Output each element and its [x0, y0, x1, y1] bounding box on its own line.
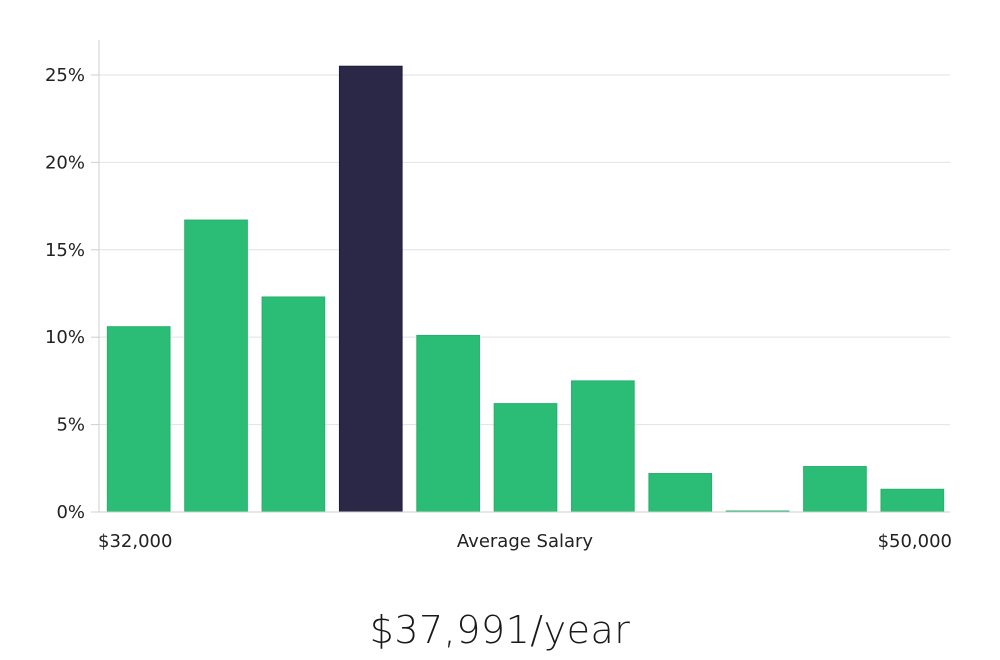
bar — [880, 488, 945, 513]
bar — [261, 296, 326, 513]
y-tick-label: 0% — [56, 502, 85, 523]
x-range-min-label: $32,000 — [98, 531, 172, 552]
bar — [493, 403, 558, 513]
y-axis-ticks: 0% 5% 10% 15% 20% 25% — [45, 65, 99, 523]
bar — [106, 326, 171, 513]
bar — [184, 219, 248, 513]
bar — [648, 473, 713, 513]
bars — [106, 65, 945, 513]
y-tick-label: 5% — [56, 415, 85, 436]
salary-histogram: 0%5%10%15%20%25% $32,000 Average Salary … — [45, 40, 952, 552]
y-tick-label: 20% — [45, 152, 85, 173]
y-tick-label: 15% — [45, 240, 85, 261]
average-salary-value: $37,991/year — [369, 608, 631, 652]
bar-highlight — [338, 65, 403, 513]
x-range-max-label: $50,000 — [878, 531, 952, 552]
bar — [416, 334, 480, 513]
bar — [571, 380, 635, 513]
y-tick-label: 25% — [45, 65, 85, 86]
x-axis-title: Average Salary — [457, 531, 594, 552]
bar — [803, 466, 867, 513]
y-tick-label: 10% — [45, 327, 85, 348]
